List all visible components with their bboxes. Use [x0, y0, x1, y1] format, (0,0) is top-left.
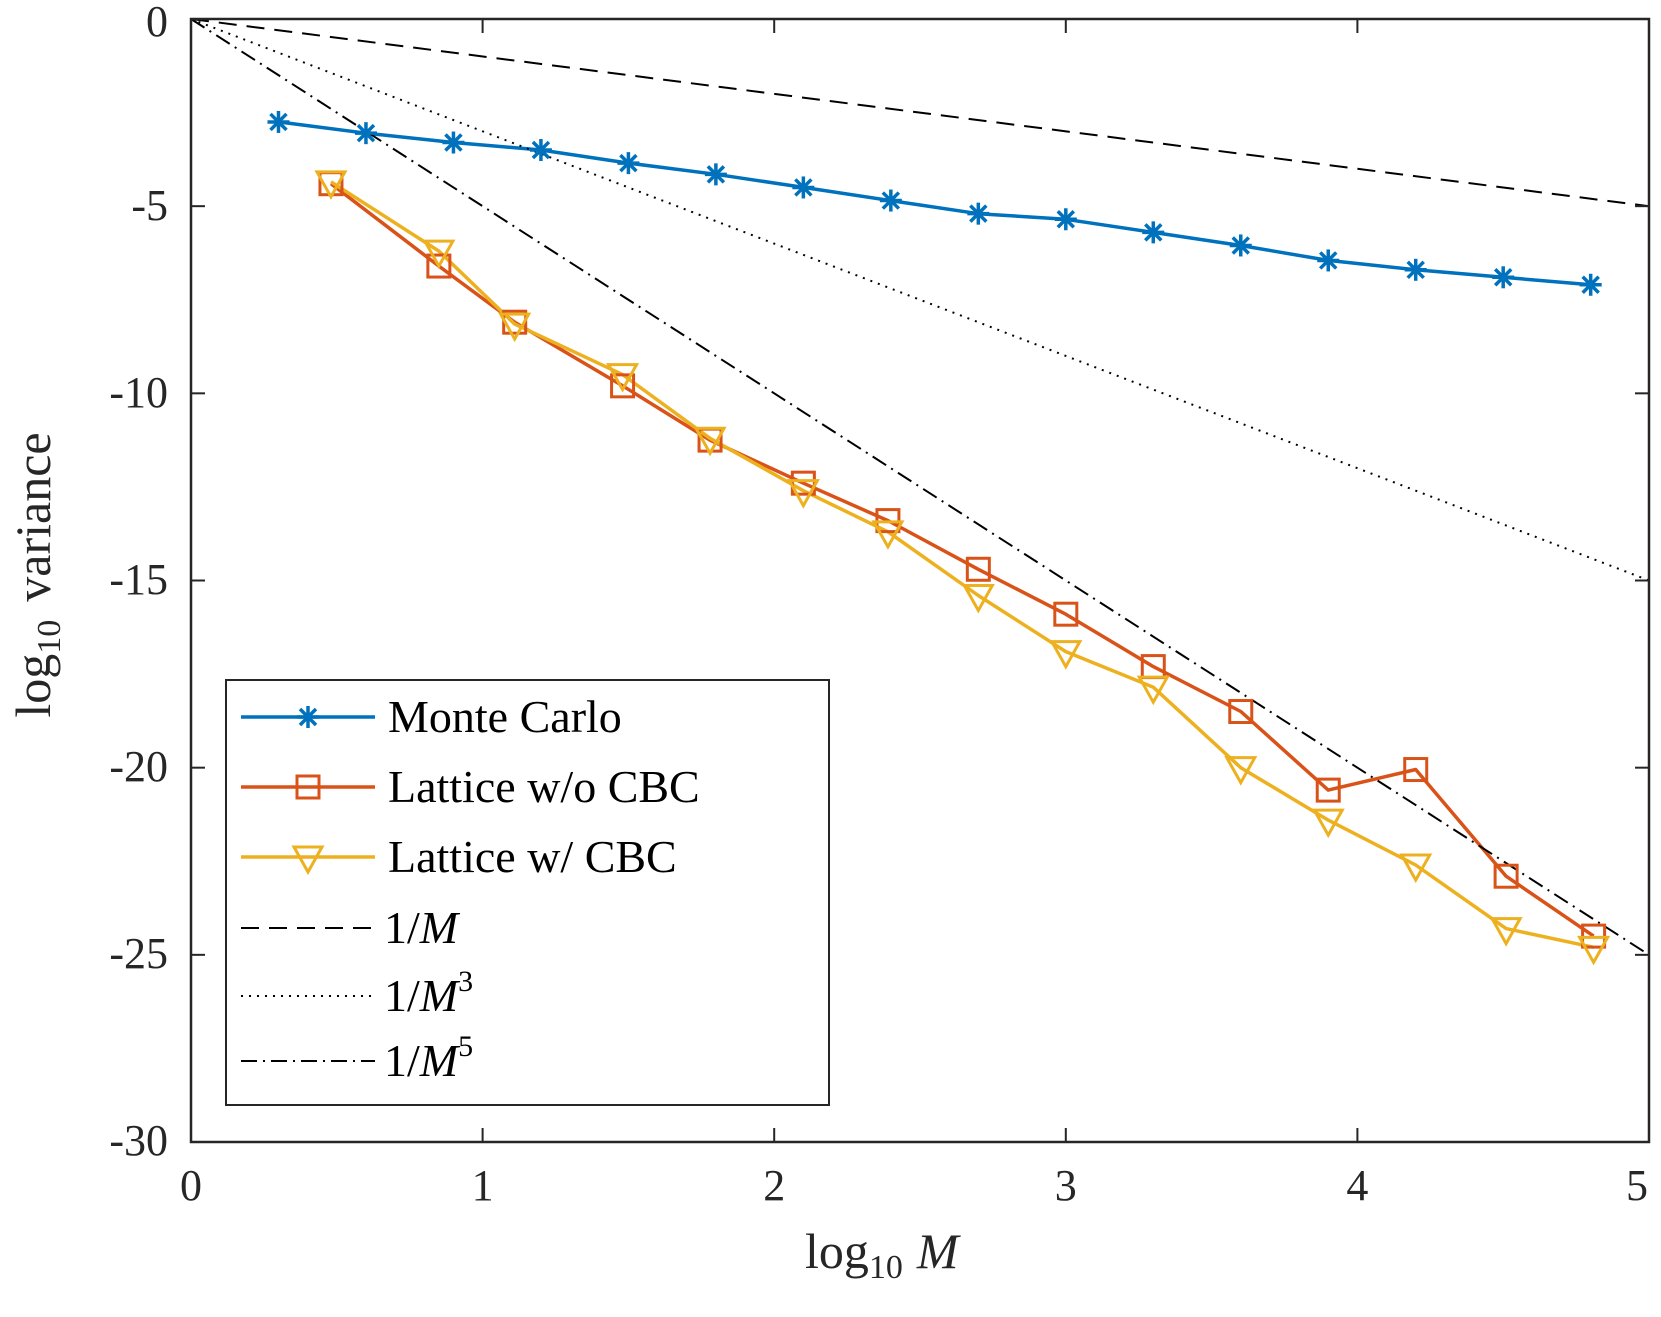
- data-point-monte-carlo-2: [442, 131, 465, 154]
- data-point-monte-carlo-13: [1404, 258, 1427, 281]
- legend-marker-asterisk: [297, 706, 319, 728]
- legend-one-over-m5-var: M: [419, 1035, 461, 1086]
- series-line-1-m: [190, 18, 1650, 208]
- data-point-lattice-w-cbc-1: [422, 239, 456, 270]
- x-tick-label-5: 5: [1626, 1161, 1648, 1210]
- data-point-monte-carlo-4: [617, 152, 640, 175]
- data-point-monte-carlo-7: [879, 189, 902, 212]
- legend-marker-square: [295, 774, 321, 800]
- x-axis-title-log: log: [805, 1223, 869, 1279]
- legend-one-over-m3-prefix: 1/: [384, 970, 420, 1021]
- legend-label-monte-carlo: Monte Carlo: [388, 691, 622, 742]
- legend-label-lattice-w-cbc: Lattice w/ CBC: [388, 831, 677, 882]
- legend-marker-triangle: [291, 845, 325, 876]
- data-point-monte-carlo-3: [529, 139, 552, 162]
- legend-box: [225, 679, 830, 1106]
- x-tick-label-3: 3: [1055, 1161, 1077, 1210]
- legend-item-lattice-w-cbc: Lattice w/ CBC: [241, 831, 677, 882]
- legend-label-one-over-m3: 1/M3: [384, 965, 473, 1021]
- data-point-lattice-w-cbc-10: [1224, 756, 1258, 786]
- data-point-lattice-w-o-cbc-1: [426, 253, 452, 279]
- data-point-monte-carlo-14: [1492, 266, 1515, 289]
- data-point-monte-carlo-11: [1229, 234, 1252, 257]
- x-tick-labels: 0 1 2 3 4 5: [180, 1161, 1648, 1210]
- data-point-lattice-w-cbc-14: [1577, 935, 1611, 966]
- data-point-monte-carlo-1: [354, 122, 377, 145]
- x-tick-label-0: 0: [180, 1161, 202, 1210]
- series-line-lattice-w-o-cbc: [329, 182, 1595, 938]
- legend-label-lattice-wo-cbc: Lattice w/o CBC: [388, 761, 700, 812]
- data-point-lattice-w-cbc-7: [961, 583, 995, 614]
- data-point-monte-carlo-12: [1317, 249, 1340, 272]
- data-point-lattice-w-cbc-11: [1311, 808, 1345, 839]
- data-point-monte-carlo-5: [704, 163, 727, 186]
- x-axis-title-sub: 10: [869, 1249, 903, 1286]
- y-tick-label-0: 0: [146, 0, 168, 46]
- x-tick-label-1: 1: [472, 1161, 494, 1210]
- y-axis-title-log: log: [5, 654, 61, 718]
- data-point-lattice-w-cbc-8: [1049, 640, 1083, 670]
- data-point-monte-carlo-6: [792, 176, 815, 199]
- y-axis-title: log10 variance: [5, 432, 68, 717]
- data-point-monte-carlo-15: [1579, 273, 1602, 296]
- tick-layer: [190, 18, 1650, 1143]
- data-point-lattice-w-cbc-4: [693, 426, 727, 457]
- legend-label-one-over-m: 1/M: [384, 902, 461, 953]
- data-point-lattice-w-o-cbc-12: [1403, 757, 1429, 783]
- data-point-lattice-w-o-cbc-3: [610, 373, 636, 399]
- y-axis-title-sub: 10: [31, 620, 68, 654]
- legend-one-over-m3-var: M: [419, 970, 461, 1021]
- legend-item-one-over-m3: 1/M3: [241, 965, 473, 1021]
- series-line-monte-carlo: [278, 120, 1591, 287]
- y-tick-label-minus10: -10: [109, 368, 168, 417]
- data-point-lattice-w-o-cbc-7: [965, 556, 991, 582]
- data-point-lattice-w-cbc-12: [1399, 853, 1433, 884]
- legend-one-over-m5-prefix: 1/: [384, 1035, 420, 1086]
- marker-layer: [267, 110, 1611, 966]
- data-point-lattice-w-cbc-13: [1489, 917, 1523, 947]
- legend-item-lattice-wo-cbc: Lattice w/o CBC: [241, 761, 700, 812]
- data-point-lattice-w-o-cbc-13: [1493, 863, 1519, 889]
- data-point-lattice-w-cbc-3: [606, 363, 640, 393]
- data-point-monte-carlo-10: [1142, 221, 1165, 244]
- x-axis-title: log10 M: [805, 1223, 961, 1286]
- legend-item-one-over-m: 1/M: [241, 902, 461, 953]
- data-point-monte-carlo-8: [967, 202, 990, 225]
- legend-one-over-m-prefix: 1/: [384, 902, 420, 953]
- series-line-1-m-5: [190, 18, 1650, 956]
- legend: Monte Carlo Lattice w/o CBC Lattice w/ C…: [225, 679, 830, 1106]
- data-point-monte-carlo-0: [267, 110, 290, 133]
- y-tick-labels: 0 -5 -10 -15 -20 -25 -30: [109, 0, 168, 1165]
- legend-item-monte-carlo: Monte Carlo: [241, 691, 622, 742]
- x-tick-label-4: 4: [1346, 1161, 1368, 1210]
- legend-item-one-over-m5: 1/M5: [241, 1030, 473, 1086]
- data-point-lattice-w-cbc-2: [498, 312, 532, 343]
- y-axis-title-word: variance: [5, 432, 61, 601]
- y-tick-label-minus15: -15: [109, 555, 168, 604]
- legend-one-over-m3-exp: 3: [458, 965, 473, 998]
- legend-label-one-over-m5: 1/M5: [384, 1030, 473, 1086]
- data-point-lattice-w-cbc-0: [314, 170, 348, 200]
- x-axis-title-var: M: [916, 1223, 961, 1279]
- data-point-monte-carlo-9: [1054, 208, 1077, 231]
- y-tick-label-minus20: -20: [109, 742, 168, 791]
- legend-one-over-m5-exp: 5: [458, 1030, 473, 1063]
- data-point-lattice-w-o-cbc-11: [1315, 777, 1341, 803]
- legend-one-over-m-var: M: [419, 902, 461, 953]
- data-point-lattice-w-cbc-6: [871, 520, 905, 550]
- x-tick-label-2: 2: [763, 1161, 785, 1210]
- data-point-lattice-w-cbc-9: [1136, 675, 1170, 706]
- data-point-lattice-w-o-cbc-8: [1053, 601, 1079, 627]
- y-tick-label-minus25: -25: [109, 929, 168, 978]
- y-tick-label-minus30: -30: [109, 1116, 168, 1165]
- y-tick-label-minus5: -5: [131, 181, 168, 230]
- series-layer: [190, 18, 1650, 956]
- data-point-lattice-w-cbc-5: [786, 479, 820, 509]
- data-point-lattice-w-o-cbc-10: [1228, 699, 1254, 725]
- series-line-lattice-w-cbc: [330, 180, 1594, 950]
